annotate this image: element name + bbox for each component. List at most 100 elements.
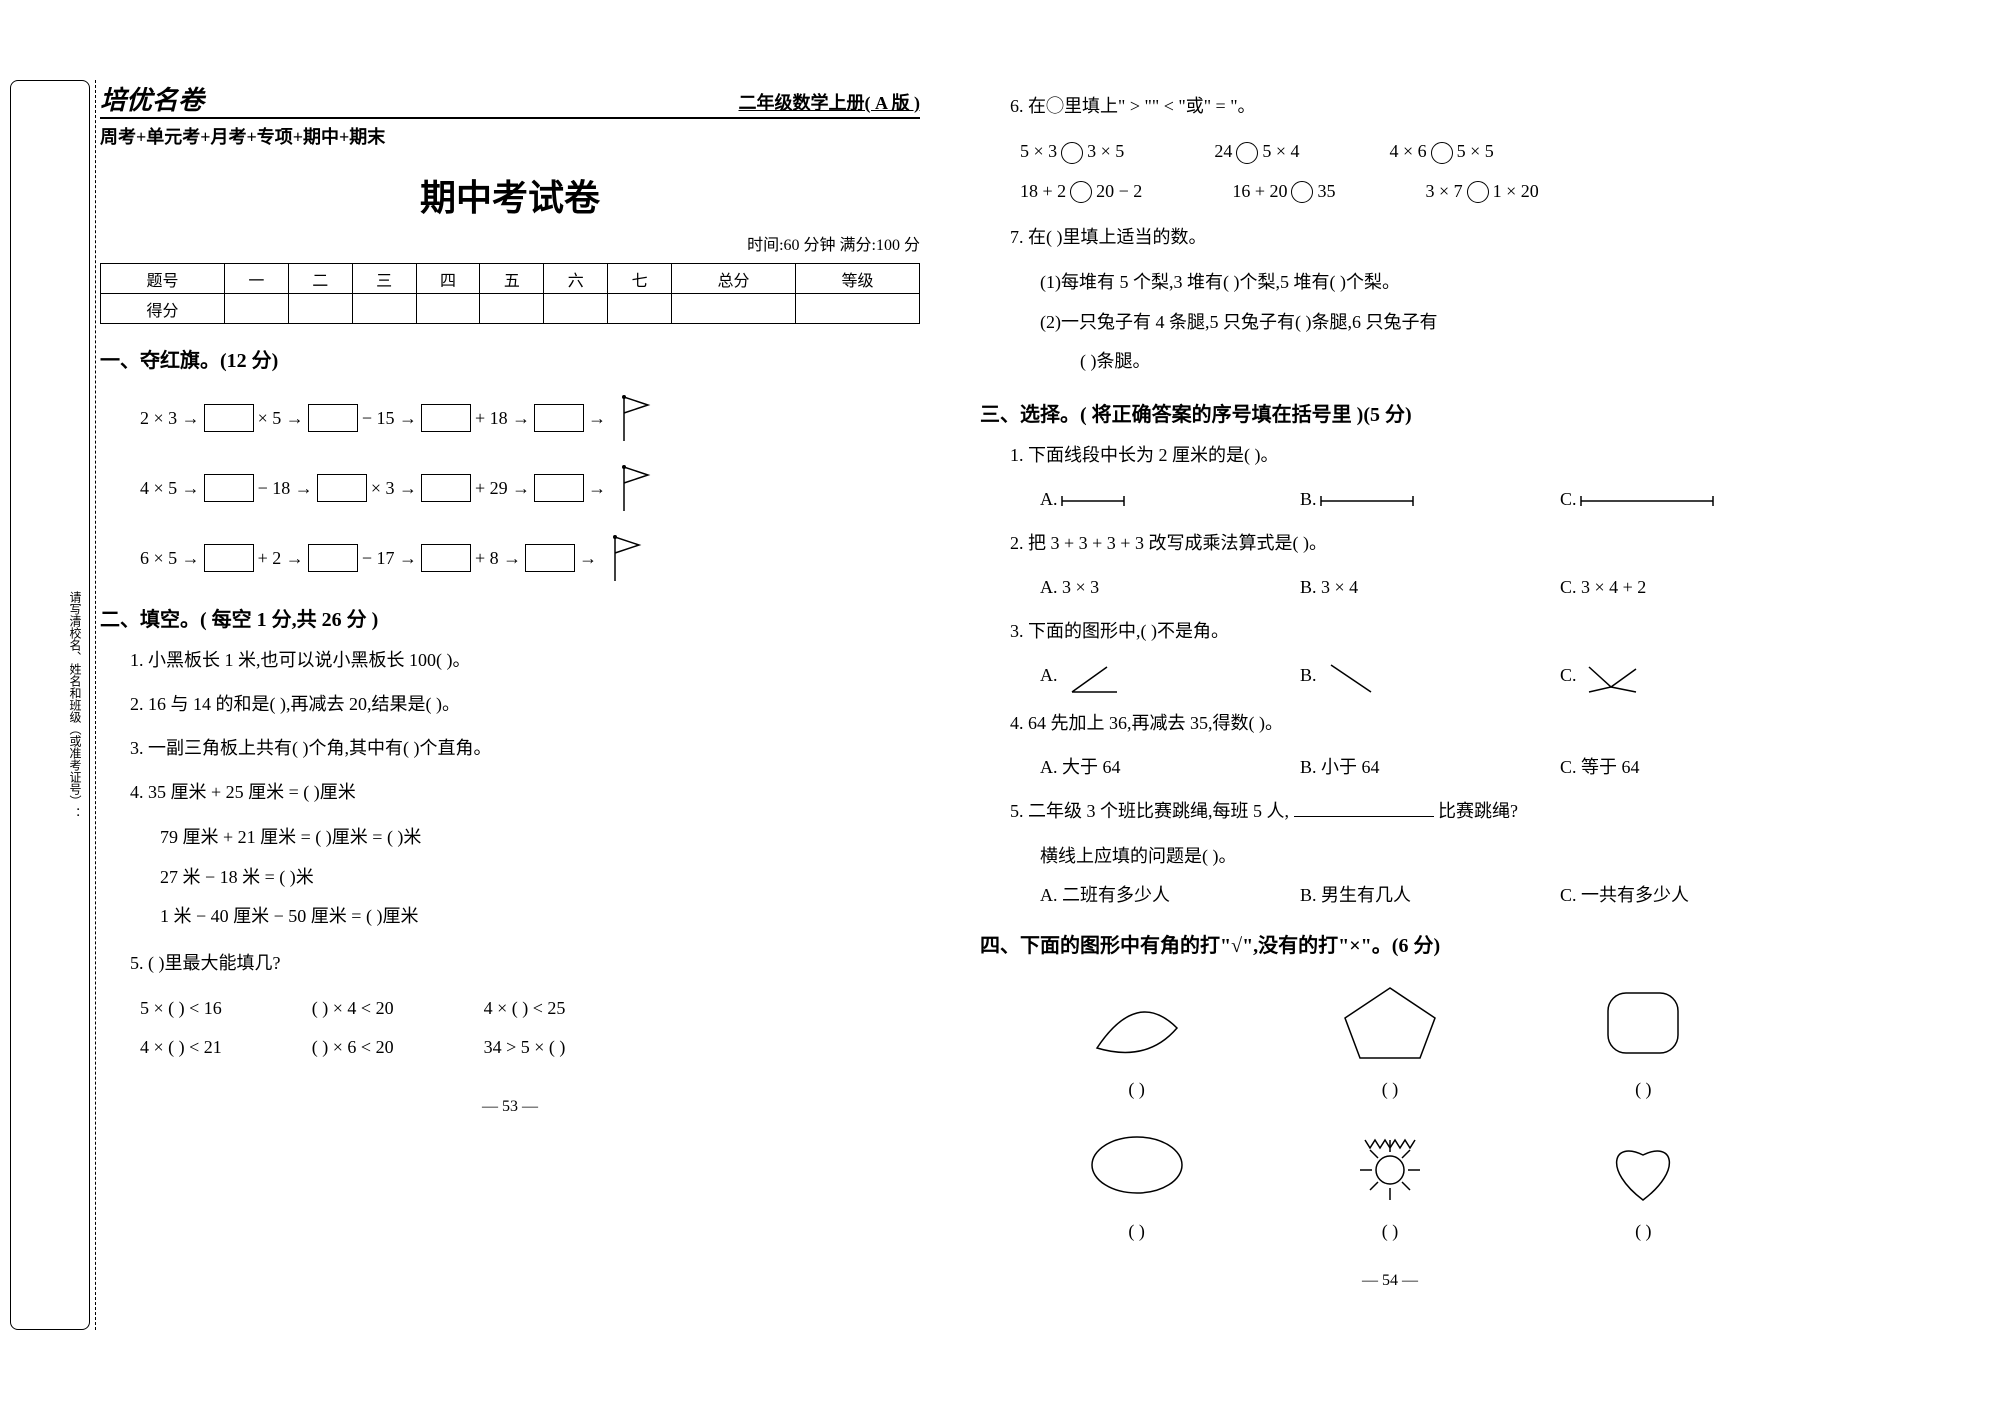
blank-box <box>308 404 358 432</box>
opt-b: B. 3 × 4 <box>1300 569 1480 605</box>
cell <box>608 294 672 324</box>
q2-4b: 79 厘米 + 21 厘米 = ( )厘米 = ( )米 <box>160 818 920 858</box>
opt-b: B. 小于 64 <box>1300 749 1480 785</box>
page-54: 6. 在◯里填上" > "" < "或" = "。 5 × 33 × 5 245… <box>980 80 1800 1290</box>
q3-5a: 5. 二年级 3 个班比赛跳绳,每班 5 人, <box>1010 801 1289 821</box>
row-label: 得分 <box>101 294 225 324</box>
q3-3-opts: A. B. C. <box>1040 657 1800 697</box>
blank-underline <box>1294 816 1434 817</box>
q2-4c: 27 米 − 18 米 = ( )米 <box>160 858 920 898</box>
expr: 34 > 5 × ( ) <box>484 1028 566 1068</box>
arrow-icon: → <box>588 478 606 499</box>
col-4: 四 <box>416 264 480 294</box>
q3-4-opts: A. 大于 64 B. 小于 64 C. 等于 64 <box>1040 749 1800 785</box>
cell <box>224 294 288 324</box>
q6-title: 6. 在◯里填上" > "" < "或" = "。 <box>1010 88 1800 124</box>
score-value-row: 得分 <box>101 294 920 324</box>
q3-2-opts: A. 3 × 3 B. 3 × 4 C. 3 × 4 + 2 <box>1040 569 1800 605</box>
blank-box <box>534 474 584 502</box>
circle-blank <box>1236 142 1258 164</box>
blank-box <box>308 544 358 572</box>
op: − 18 → <box>258 478 313 499</box>
opt-a: A. 大于 64 <box>1040 749 1220 785</box>
cell <box>544 294 608 324</box>
chain-2: 4 × 5 → − 18 → × 3 → + 29 → → <box>140 463 920 513</box>
opt-b: B. <box>1300 481 1480 517</box>
opt-c: C. 一共有多少人 <box>1560 877 1740 913</box>
chain-start: 2 × 3 → <box>140 408 200 429</box>
cut-line <box>95 80 96 1330</box>
chain-start: 6 × 5 → <box>140 548 200 569</box>
blank-box <box>317 474 367 502</box>
q2-1: 1. 小黑板长 1 米,也可以说小黑板长 100( )。 <box>130 642 920 678</box>
paren: ( ) <box>1310 1221 1470 1242</box>
section-3-title: 三、选择。( 将正确答案的序号填在括号里 )(5 分) <box>980 398 1800 427</box>
circle-blank <box>1070 181 1092 203</box>
blank-box <box>534 404 584 432</box>
col-6: 六 <box>544 264 608 294</box>
q6-row2: 18 + 220 − 2 16 + 2035 3 × 71 × 20 <box>1020 172 1800 212</box>
circle-blank <box>1431 142 1453 164</box>
circle-blank <box>1291 181 1313 203</box>
op: × 3 → <box>371 478 417 499</box>
expr: 245 × 4 <box>1214 132 1299 172</box>
blank-box <box>421 474 471 502</box>
col-3: 三 <box>352 264 416 294</box>
q7a: (1)每堆有 5 个梨,3 堆有( )个梨,5 堆有( )个梨。 <box>1040 263 1800 303</box>
circle-blank <box>1467 181 1489 203</box>
blank-box <box>204 404 254 432</box>
expr: ( ) × 6 < 20 <box>312 1028 394 1068</box>
op: + 2 → <box>258 548 304 569</box>
col-1: 一 <box>224 264 288 294</box>
op: + 8 → <box>475 548 521 569</box>
cell <box>672 294 796 324</box>
opt-c: C. <box>1560 657 1740 697</box>
q3-5-opts: A. 二班有多少人 B. 男生有几人 C. 一共有多少人 <box>1040 877 1800 913</box>
shapes-row-2: ( ) ( ) ( <box>1010 1120 1770 1242</box>
chain-3: 6 × 5 → + 2 → − 17 → + 8 → → <box>140 533 920 583</box>
opt-a: A. 3 × 3 <box>1040 569 1220 605</box>
cell <box>288 294 352 324</box>
shape-leaf: ( ) <box>1057 978 1217 1100</box>
q3-2: 2. 把 3 + 3 + 3 + 3 改写成乘法算式是( )。 <box>1010 525 1800 561</box>
shape-rounded-square: ( ) <box>1563 978 1723 1100</box>
expr: 3 × 71 × 20 <box>1425 172 1538 212</box>
q2-3: 3. 一副三角板上共有( )个角,其中有( )个直角。 <box>130 730 920 766</box>
cell <box>480 294 544 324</box>
shape-sun: ( ) <box>1310 1120 1470 1242</box>
binding-margin: 请写清校名、姓名和班级（或准考证号）： <box>10 80 90 1330</box>
paren: ( ) <box>1563 1221 1723 1242</box>
opt-c: C. <box>1560 481 1740 517</box>
shape-pentagon: ( ) <box>1310 978 1470 1100</box>
expr: 18 + 220 − 2 <box>1020 172 1142 212</box>
opt-b: B. <box>1300 657 1480 697</box>
q2-2: 2. 16 与 14 的和是( ),再减去 20,结果是( )。 <box>130 686 920 722</box>
section-1-title: 一、夺红旗。(12 分) <box>100 344 920 373</box>
blank-box <box>204 544 254 572</box>
op: + 18 → <box>475 408 530 429</box>
expr: 4 × ( ) < 21 <box>140 1028 222 1068</box>
blank-box <box>525 544 575 572</box>
q2-4d: 1 米 − 40 厘米 − 50 厘米 = ( )厘米 <box>160 897 920 937</box>
flag-icon <box>616 393 656 443</box>
q3-1: 1. 下面线段中长为 2 厘米的是( )。 <box>1010 437 1800 473</box>
brand-logo: 培优名卷 <box>100 80 204 117</box>
arrow-icon: → <box>579 548 597 569</box>
q3-1-opts: A. B. C. <box>1040 481 1800 517</box>
op: × 5 → <box>258 408 304 429</box>
blank-box <box>421 544 471 572</box>
opt-a: A. <box>1040 657 1220 697</box>
book-title: 二年级数学上册( A 版 ) <box>739 89 921 115</box>
section-4-title: 四、下面的图形中有角的打"√",没有的打"×"。(6 分) <box>980 929 1800 958</box>
flag-icon <box>607 533 647 583</box>
col-grade: 等级 <box>796 264 920 294</box>
col-total: 总分 <box>672 264 796 294</box>
expr: ( ) × 4 < 20 <box>312 989 394 1029</box>
q2-4a: 4. 35 厘米 + 25 厘米 = ( )厘米 <box>130 774 920 810</box>
paren: ( ) <box>1563 1079 1723 1100</box>
score-table: 题号 一 二 三 四 五 六 七 总分 等级 得分 <box>100 263 920 324</box>
margin-note: 请写清校名、姓名和班级（或准考证号）： <box>67 91 84 1319</box>
expr: 4 × 65 × 5 <box>1389 132 1493 172</box>
chain-start: 4 × 5 → <box>140 478 200 499</box>
col-label: 题号 <box>101 264 225 294</box>
